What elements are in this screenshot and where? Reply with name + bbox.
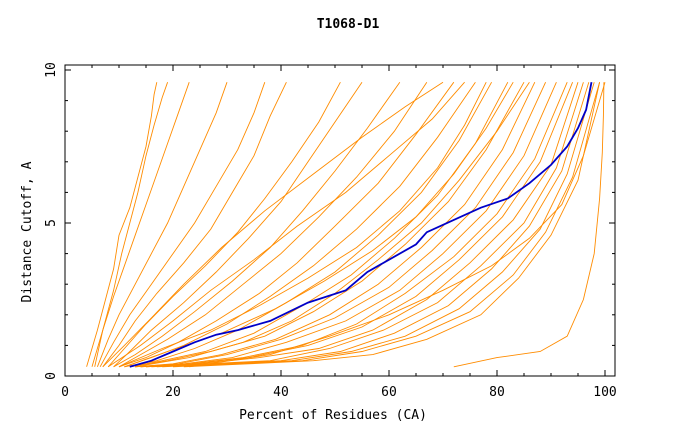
- y-tick-label: 10: [44, 62, 59, 78]
- model-series-line-31: [135, 81, 530, 368]
- model-series-line-7: [107, 81, 341, 368]
- model-series-line-32: [102, 81, 444, 368]
- highlight-series-line: [129, 82, 593, 368]
- model-series-line-16: [135, 82, 536, 368]
- model-series-line-33: [453, 82, 605, 368]
- model-series-line-27: [189, 82, 606, 368]
- model-series-line-11: [118, 81, 455, 368]
- model-series-line-17: [135, 82, 547, 368]
- model-series-line-23: [156, 82, 590, 368]
- model-series-line-15: [129, 81, 525, 368]
- chart-title: T1068-D1: [317, 17, 380, 32]
- model-series-line-26: [183, 82, 601, 368]
- model-series-line-13: [124, 81, 492, 368]
- x-tick-label: 80: [489, 385, 505, 400]
- y-tick-label: 5: [44, 219, 59, 227]
- x-tick-label: 60: [381, 385, 397, 400]
- model-series-line-9: [113, 81, 401, 368]
- model-series-line-3: [94, 82, 190, 367]
- x-tick-label: 20: [165, 385, 181, 400]
- axes: 0 20 40 60 80 100 0 5 10: [44, 62, 617, 400]
- model-series-line-19: [140, 82, 568, 368]
- model-series-line-24: [162, 82, 595, 368]
- x-tick-label: 0: [61, 385, 69, 400]
- model-series-line-4: [96, 82, 228, 367]
- model-series-line-6: [102, 82, 287, 368]
- model-series-line-29: [118, 81, 487, 368]
- model-series-line-8: [113, 81, 363, 368]
- model-series-line-18: [140, 82, 557, 368]
- x-tick-label: 40: [273, 385, 289, 400]
- x-axis-label: Percent of Residues (CA): [239, 408, 427, 423]
- model-series-line-1: [86, 82, 158, 367]
- model-series-line-10: [118, 81, 428, 368]
- plot-frame: [64, 64, 616, 377]
- model-series-line-2: [91, 82, 169, 367]
- y-tick-label: 0: [44, 372, 59, 380]
- model-series-line-5: [99, 82, 266, 368]
- plot-lines: [86, 81, 606, 368]
- model-series-line-25: [172, 82, 601, 368]
- y-axis-label: Distance Cutoff, A: [20, 161, 35, 302]
- x-tick-label: 100: [593, 385, 616, 400]
- model-series-line-22: [151, 82, 584, 368]
- model-series-line-28: [107, 81, 465, 368]
